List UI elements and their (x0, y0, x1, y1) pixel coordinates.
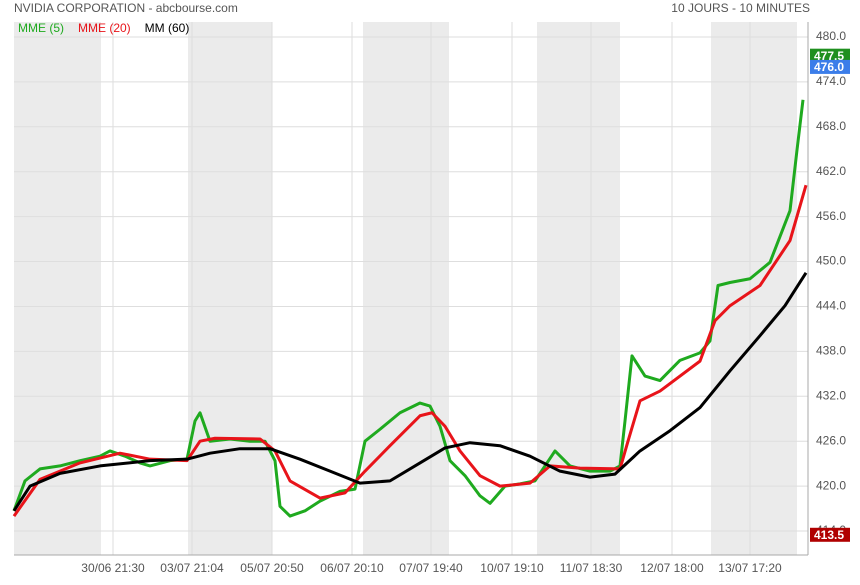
y-tick-label: 480.0 (816, 29, 846, 43)
chart-subtitle: 10 JOURS - 10 MINUTES (671, 1, 810, 15)
price-tag (810, 48, 850, 63)
legend-label: MME (20) (78, 21, 131, 35)
x-tick-label: 07/07 19:40 (399, 561, 463, 575)
y-tick-label: 444.0 (816, 299, 846, 313)
session-band (188, 22, 272, 555)
y-tick-label: 468.0 (816, 119, 846, 133)
x-tick-label: 12/07 18:00 (640, 561, 704, 575)
y-tick-label: 450.0 (816, 254, 846, 268)
session-band (363, 22, 449, 555)
price-tag-label: 477.5 (814, 49, 844, 63)
series-line (12, 99, 805, 518)
legend-label: MME (5) (18, 21, 64, 35)
x-tick-label: 06/07 20:10 (320, 561, 384, 575)
series-line (12, 271, 808, 512)
y-tick-label: 462.0 (816, 164, 846, 178)
y-tick-label: 426.0 (816, 433, 846, 447)
y-tick-label: 432.0 (816, 388, 846, 402)
price-tag-label: 413.5 (814, 528, 844, 542)
y-tick-label: 456.0 (816, 209, 846, 223)
price-tag-label: 476.0 (814, 60, 844, 74)
x-tick-label: 05/07 20:50 (240, 561, 304, 575)
y-tick-label: 474.0 (816, 74, 846, 88)
x-tick-label: 11/07 18:30 (560, 561, 623, 575)
chart-title: NVIDIA CORPORATION - abcbourse.com (14, 1, 238, 15)
x-tick-label: 13/07 17:20 (718, 561, 782, 575)
x-tick-label: 10/07 19:10 (480, 561, 544, 575)
legend-label: MM (60) (145, 21, 190, 35)
series-line (12, 184, 808, 517)
x-tick-label: 30/06 21:30 (81, 561, 145, 575)
price-tag (810, 59, 850, 74)
y-tick-label: 438.0 (816, 344, 846, 358)
price-tag (810, 527, 850, 542)
x-tick-label: 03/07 21:04 (160, 561, 224, 575)
y-tick-label: 420.0 (816, 478, 846, 492)
